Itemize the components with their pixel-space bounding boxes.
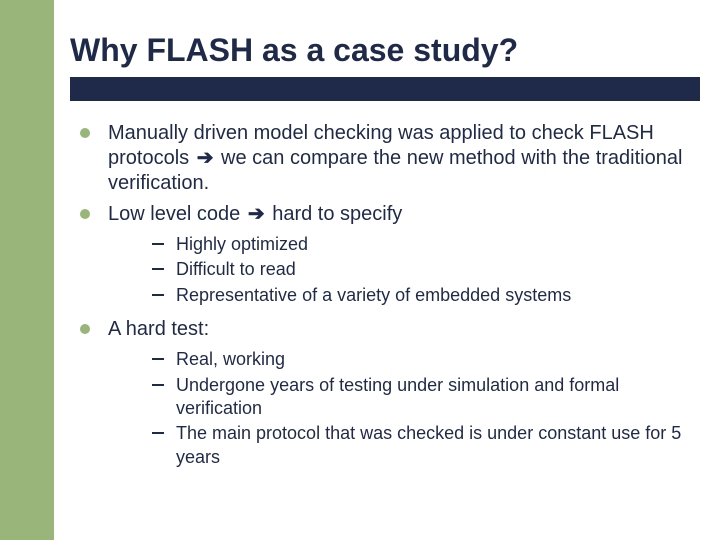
sub-list: Highly optimized Difficult to read Repre… bbox=[108, 233, 700, 307]
dash-icon bbox=[152, 294, 164, 296]
slide-content: Why FLASH as a case study? Manually driv… bbox=[70, 0, 700, 540]
sub-list: Real, working Undergone years of testing… bbox=[108, 348, 700, 469]
list-item-text: A hard test: bbox=[108, 318, 209, 340]
bullet-icon bbox=[80, 324, 90, 334]
dash-icon bbox=[152, 432, 164, 434]
dash-icon bbox=[152, 268, 164, 270]
sub-list-item: Highly optimized bbox=[152, 233, 700, 256]
list-item: Manually driven model checking was appli… bbox=[76, 121, 700, 196]
sub-list-item: The main protocol that was checked is un… bbox=[152, 422, 700, 469]
title-underline bbox=[70, 77, 700, 101]
accent-sidebar bbox=[0, 0, 54, 540]
bullet-icon bbox=[80, 128, 90, 138]
list-item: A hard test: Real, working Undergone yea… bbox=[76, 317, 700, 469]
arrow-icon: ➔ bbox=[195, 146, 216, 171]
dash-icon bbox=[152, 384, 164, 386]
bullet-list: Manually driven model checking was appli… bbox=[70, 121, 700, 469]
bullet-icon bbox=[80, 209, 90, 219]
dash-icon bbox=[152, 243, 164, 245]
sub-list-item: Undergone years of testing under simulat… bbox=[152, 374, 700, 421]
list-item-text: Low level code ➔ hard to specify bbox=[108, 203, 402, 225]
sub-list-item: Representative of a variety of embedded … bbox=[152, 284, 700, 307]
arrow-icon: ➔ bbox=[246, 202, 267, 227]
sub-list-item: Real, working bbox=[152, 348, 700, 371]
slide-title: Why FLASH as a case study? bbox=[70, 32, 700, 69]
sub-list-item: Difficult to read bbox=[152, 258, 700, 281]
dash-icon bbox=[152, 358, 164, 360]
list-item: Low level code ➔ hard to specify Highly … bbox=[76, 202, 700, 307]
list-item-text: Manually driven model checking was appli… bbox=[108, 122, 682, 194]
